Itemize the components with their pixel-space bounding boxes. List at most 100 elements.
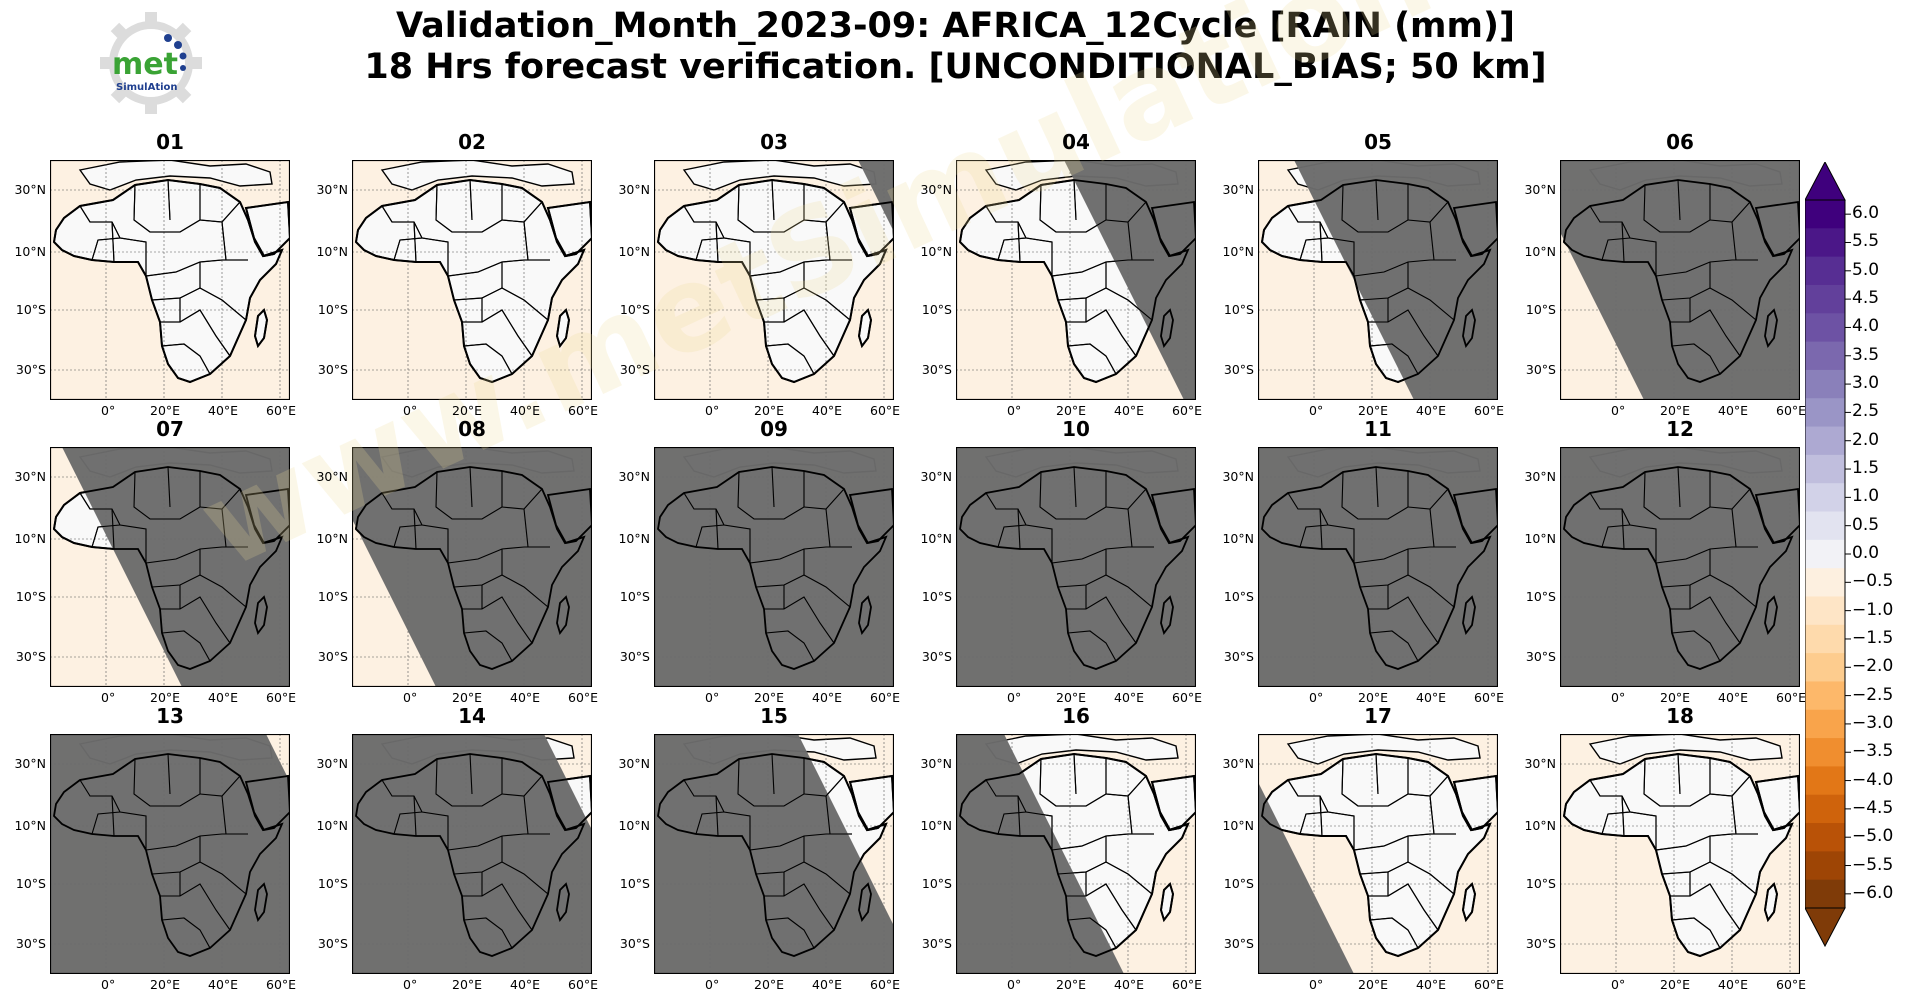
longitude-tick-label: 20°E bbox=[150, 690, 181, 705]
country-border bbox=[91, 524, 121, 548]
night-overlay bbox=[956, 447, 1196, 687]
colorbar-tick-label: −3.0 bbox=[1852, 712, 1894, 733]
longitude-tick-label: 20°E bbox=[1056, 403, 1087, 418]
longitude-tick-label: 20°E bbox=[1056, 977, 1087, 992]
country-border bbox=[462, 596, 533, 644]
panel-frame bbox=[1258, 447, 1498, 687]
longitude-tick-label: 60°E bbox=[568, 690, 599, 705]
panel-title: 17 bbox=[1364, 704, 1392, 728]
colorbar-bin bbox=[1805, 766, 1845, 796]
colorbar-tick-label: 0.0 bbox=[1852, 543, 1880, 563]
country-border bbox=[985, 779, 1053, 850]
latitude-tick-label: 30°S bbox=[921, 649, 952, 664]
country-border bbox=[1601, 811, 1631, 835]
longitude-tick-label: 0° bbox=[1611, 977, 1626, 992]
longitude-tick-label: 20°E bbox=[1660, 403, 1691, 418]
country-border bbox=[167, 753, 171, 795]
longitude-tick-label: 20°E bbox=[1358, 403, 1389, 418]
coastline bbox=[1754, 487, 1800, 545]
colorbar-tick-label: 5.0 bbox=[1852, 259, 1880, 280]
panel-title: 08 bbox=[458, 417, 486, 441]
coastline bbox=[657, 179, 888, 383]
latitude-tick-label: 30°S bbox=[921, 936, 952, 951]
longitude-tick-label: 60°E bbox=[870, 403, 901, 418]
country-border bbox=[1067, 343, 1117, 375]
country-border bbox=[1731, 508, 1737, 548]
country-border bbox=[997, 811, 1027, 835]
longitude-tick-label: 20°E bbox=[452, 403, 483, 418]
coastline bbox=[53, 753, 284, 957]
longitude-tick-label: 40°E bbox=[1114, 403, 1145, 418]
country-border bbox=[393, 811, 423, 835]
latitude-tick-label: 30°N bbox=[920, 756, 952, 771]
latitude-tick-label: 30°N bbox=[14, 469, 46, 484]
country-border bbox=[1621, 795, 1625, 837]
longitude-tick-label: 0° bbox=[1007, 690, 1022, 705]
latitude-tick-label: 10°S bbox=[619, 589, 650, 604]
country-border bbox=[161, 630, 211, 662]
country-border bbox=[764, 883, 835, 931]
country-border bbox=[715, 508, 719, 550]
longitude-tick-label: 0° bbox=[705, 977, 720, 992]
longitude-tick-label: 60°E bbox=[1172, 403, 1203, 418]
latitude-tick-label: 10°S bbox=[1525, 302, 1556, 317]
coastline bbox=[556, 882, 570, 922]
country-border bbox=[413, 508, 417, 550]
country-border bbox=[1429, 795, 1435, 835]
coastline bbox=[355, 179, 586, 383]
country-border bbox=[133, 471, 201, 520]
longitude-tick-label: 20°E bbox=[452, 977, 483, 992]
map-panel bbox=[50, 734, 290, 974]
country-border bbox=[160, 883, 231, 931]
latitude-tick-label: 10°S bbox=[1525, 589, 1556, 604]
longitude-tick-label: 40°E bbox=[1416, 690, 1447, 705]
country-border bbox=[469, 179, 473, 221]
panel-frame bbox=[956, 734, 1196, 974]
colorbar-tick-label: −3.5 bbox=[1852, 741, 1894, 762]
country-border bbox=[1671, 917, 1721, 949]
longitude-tick-label: 60°E bbox=[1172, 690, 1203, 705]
colorbar-bin bbox=[1805, 539, 1845, 569]
country-border bbox=[1341, 471, 1409, 520]
met-simulation-logo: met SimulAtion bbox=[100, 12, 202, 114]
country-border bbox=[771, 466, 775, 508]
latitude-tick-label: 10°N bbox=[1222, 244, 1254, 259]
panel-title: 04 bbox=[1062, 130, 1090, 154]
longitude-tick-label: 40°E bbox=[1718, 403, 1749, 418]
coastline bbox=[1452, 774, 1498, 832]
latitude-tick-label: 10°N bbox=[316, 818, 348, 833]
panel-title: 09 bbox=[760, 417, 788, 441]
latitude-tick-label: 10°S bbox=[619, 302, 650, 317]
country-border bbox=[825, 508, 831, 548]
colorbar-tick-label: −5.0 bbox=[1852, 826, 1894, 847]
panel-frame bbox=[1560, 160, 1800, 400]
coastline bbox=[244, 487, 290, 545]
coastline bbox=[355, 753, 586, 957]
longitude-tick-label: 20°E bbox=[1660, 690, 1691, 705]
coastline bbox=[848, 487, 894, 545]
coastline bbox=[1462, 308, 1476, 348]
colorbar-bin bbox=[1805, 256, 1845, 286]
night-overlay bbox=[1258, 447, 1498, 687]
panel-title: 18 bbox=[1666, 704, 1694, 728]
panel-title: 10 bbox=[1062, 417, 1090, 441]
country-border bbox=[1601, 237, 1631, 261]
country-border bbox=[413, 795, 417, 837]
colorbar-tick-label: 3.5 bbox=[1852, 344, 1880, 365]
map-panel bbox=[352, 447, 592, 687]
panel-frame bbox=[956, 447, 1196, 687]
panel-title: 01 bbox=[156, 130, 184, 154]
night-overlay bbox=[956, 734, 1124, 974]
country-border bbox=[715, 795, 719, 837]
country-border bbox=[695, 811, 725, 835]
longitude-tick-label: 60°E bbox=[568, 403, 599, 418]
coastline bbox=[657, 466, 888, 670]
coastline bbox=[1150, 774, 1196, 832]
country-border bbox=[462, 309, 533, 357]
country-border bbox=[683, 205, 751, 276]
coastline bbox=[546, 200, 592, 258]
coastline bbox=[556, 308, 570, 348]
longitude-tick-label: 60°E bbox=[870, 977, 901, 992]
panel-title: 06 bbox=[1666, 130, 1694, 154]
panel-title: 05 bbox=[1364, 130, 1392, 154]
